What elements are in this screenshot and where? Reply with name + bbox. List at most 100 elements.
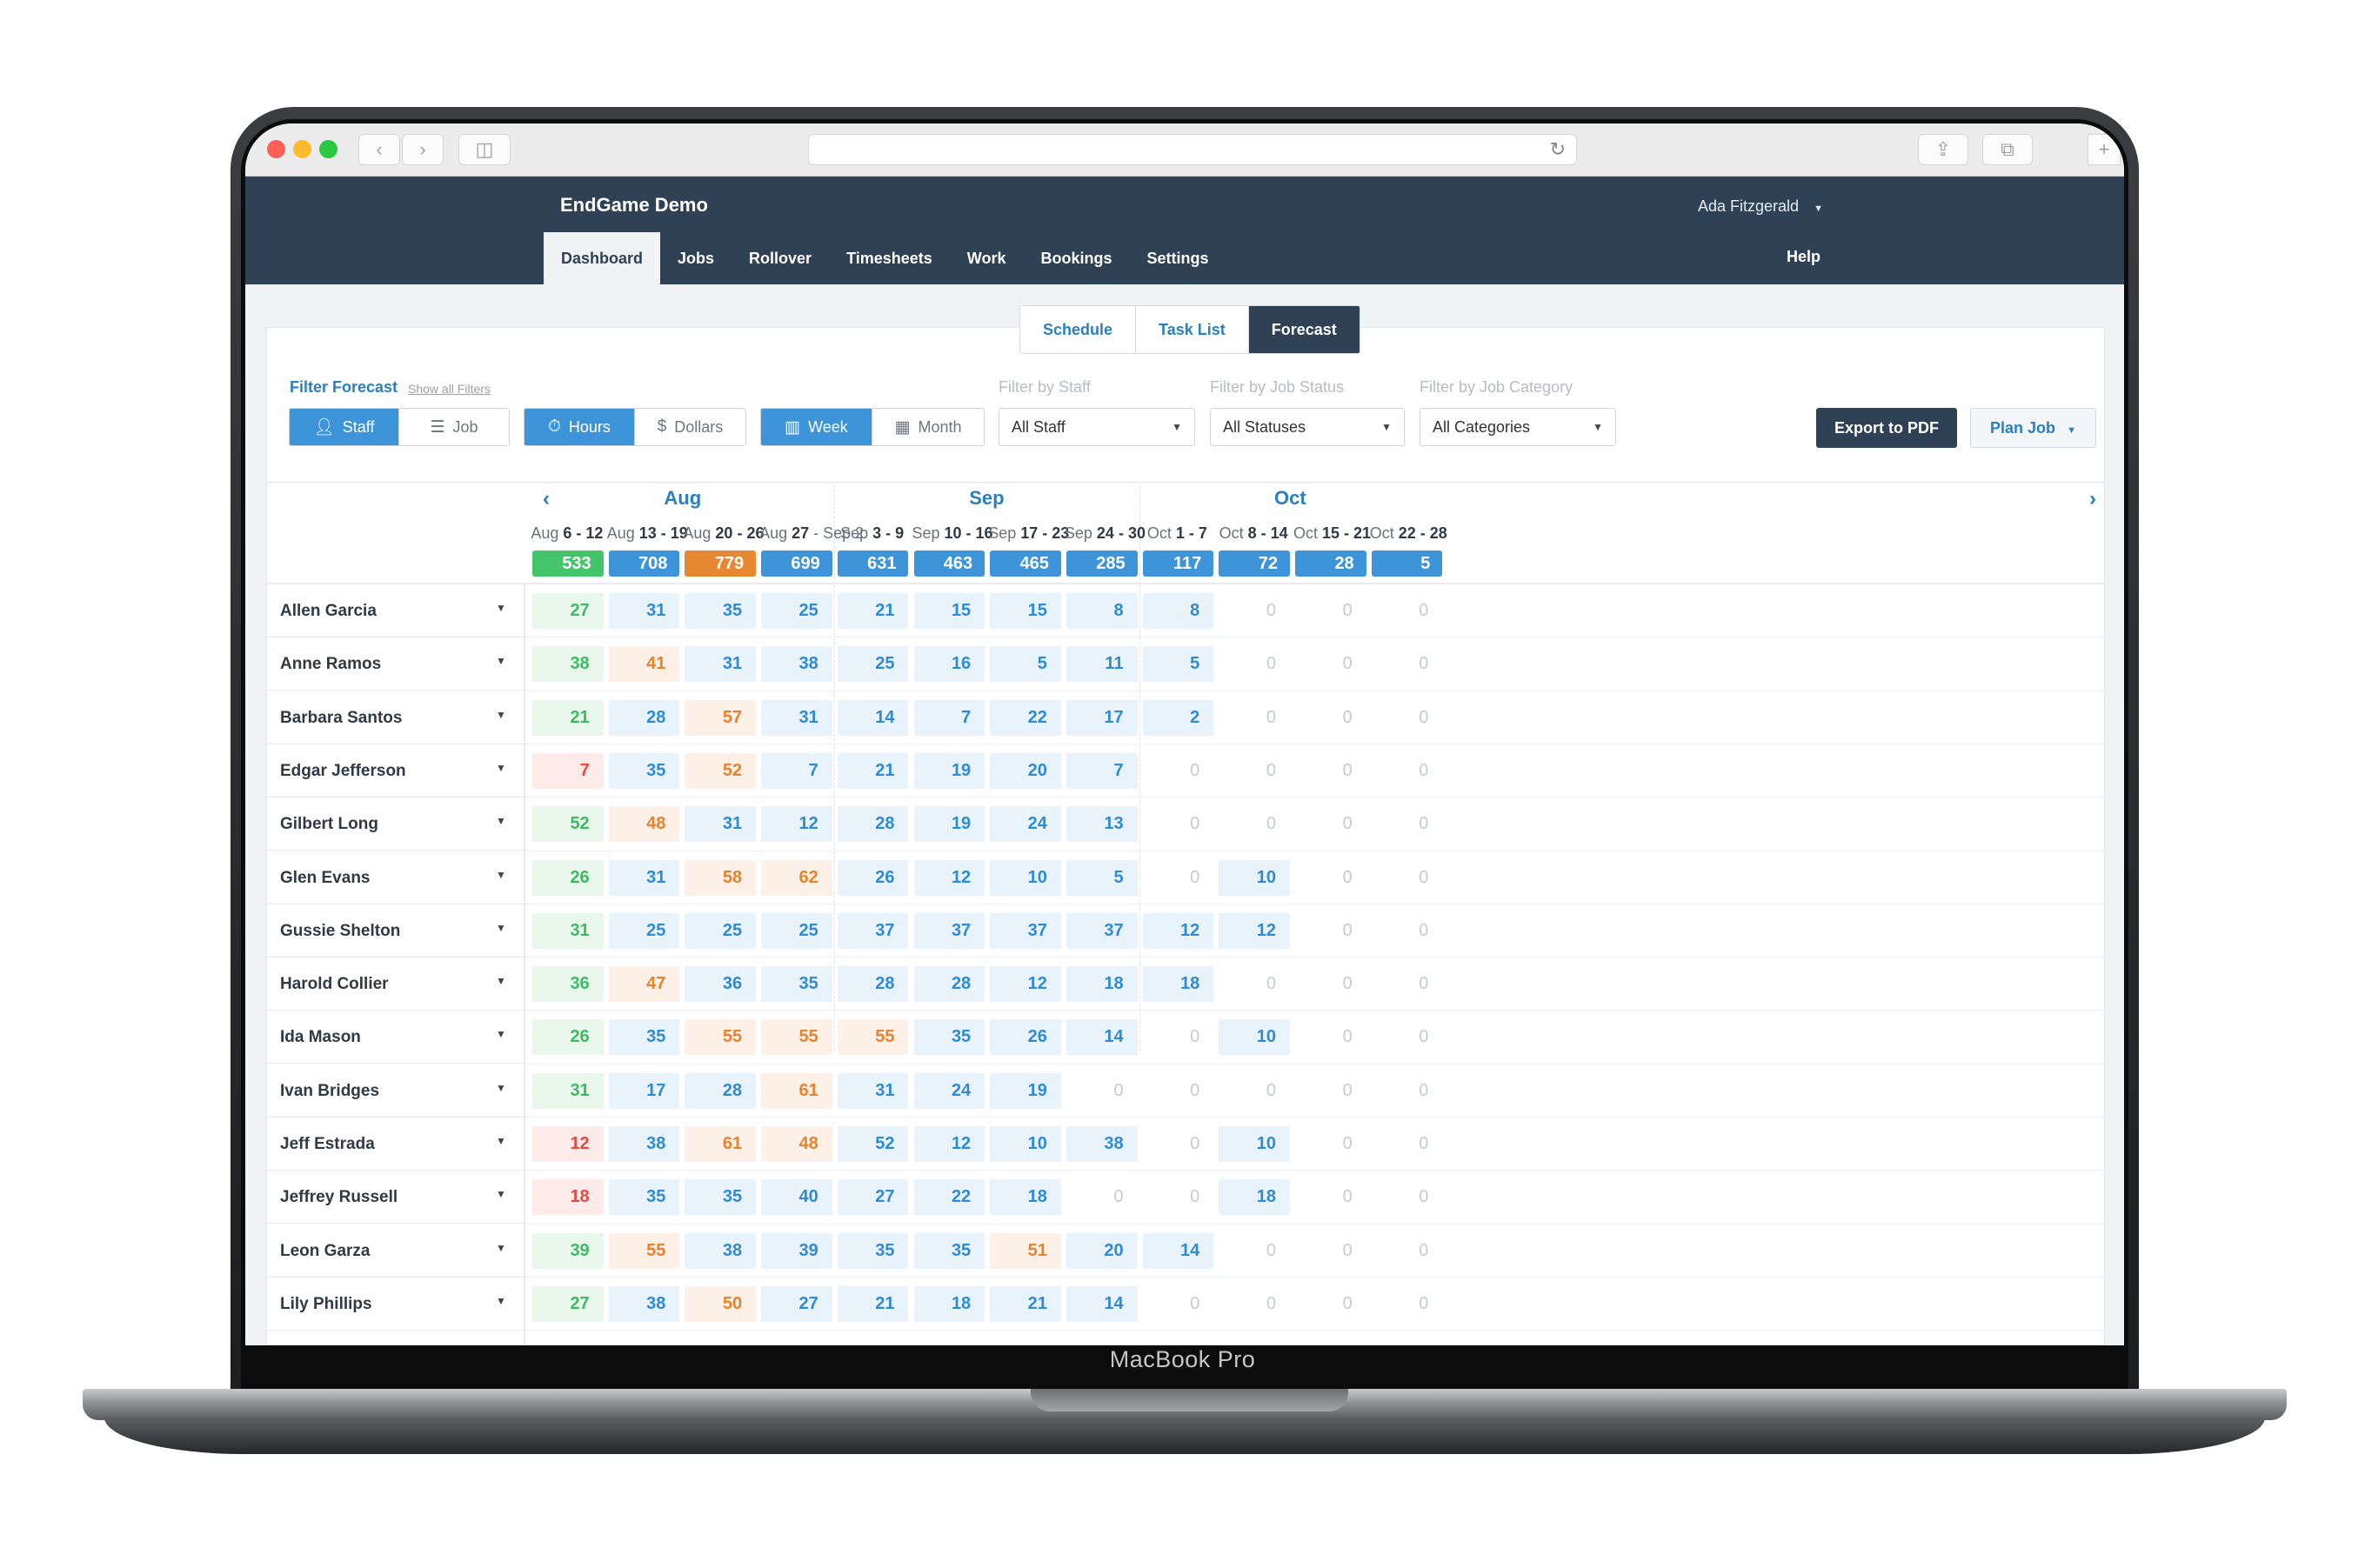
forecast-cell[interactable]: 2 (1142, 699, 1214, 736)
forecast-cell[interactable]: 38 (761, 646, 832, 683)
forecast-cell[interactable]: 31 (532, 1072, 604, 1109)
forecast-cell[interactable]: 0 (1419, 1187, 1429, 1207)
forecast-cell[interactable]: 0 (1342, 654, 1353, 674)
forecast-cell[interactable]: 25 (685, 912, 757, 949)
forecast-cell[interactable]: 36 (685, 966, 757, 1003)
forecast-cell[interactable]: 14 (1066, 1285, 1138, 1322)
user-menu[interactable]: Ada Fitzgerald ▼ (1698, 197, 1823, 216)
forecast-cell[interactable]: 52 (837, 1126, 909, 1162)
forecast-cell[interactable]: 16 (913, 646, 985, 683)
forecast-cell[interactable]: 12 (913, 859, 985, 896)
forecast-cell[interactable]: 35 (913, 1019, 985, 1056)
caret-down-icon[interactable]: ▼ (496, 868, 506, 881)
forecast-cell[interactable]: 24 (913, 1072, 985, 1109)
back-button[interactable]: ‹ (358, 134, 400, 165)
share-button[interactable]: ⇪ (1918, 134, 1968, 165)
forecast-cell[interactable]: 15 (913, 593, 985, 629)
forecast-cell[interactable]: 35 (685, 1179, 757, 1216)
forecast-cell[interactable]: 52 (685, 752, 757, 789)
forecast-cell[interactable]: 21 (837, 752, 909, 789)
forecast-cell[interactable]: 0 (1342, 974, 1353, 994)
caret-down-icon[interactable]: ▼ (496, 921, 506, 934)
forecast-cell[interactable]: 21 (837, 1285, 909, 1322)
forecast-cell[interactable]: 0 (1266, 601, 1276, 620)
forecast-cell[interactable]: 38 (532, 646, 604, 683)
caret-down-icon[interactable]: ▼ (496, 708, 506, 721)
forecast-cell[interactable]: 7 (1066, 752, 1138, 789)
forecast-cell[interactable]: 26 (837, 859, 909, 896)
forecast-cell[interactable]: 12 (1142, 912, 1214, 949)
forecast-cell[interactable]: 40 (761, 1179, 832, 1216)
forecast-cell[interactable]: 55 (608, 1232, 680, 1269)
forecast-cell[interactable]: 0 (1419, 814, 1429, 834)
forecast-cell[interactable]: 18 (990, 1179, 1061, 1216)
forecast-cell[interactable]: 5 (1142, 646, 1214, 683)
forecast-cell[interactable]: 0 (1342, 1027, 1353, 1047)
forecast-cell[interactable]: 17 (1066, 699, 1138, 736)
forecast-cell[interactable]: 50 (685, 1285, 757, 1322)
forecast-cell[interactable]: 28 (913, 966, 985, 1003)
forecast-cell[interactable]: 57 (685, 699, 757, 736)
week-toggle-button[interactable]: ▥ Week (761, 409, 872, 445)
forecast-cell[interactable]: 0 (1419, 1240, 1429, 1260)
forecast-cell[interactable]: 14 (1066, 1019, 1138, 1056)
zoom-window-button[interactable] (319, 140, 337, 158)
forecast-cell[interactable]: 7 (913, 699, 985, 736)
caret-down-icon[interactable]: ▼ (496, 761, 506, 774)
forecast-cell[interactable]: 19 (990, 1072, 1061, 1109)
forecast-cell[interactable]: 28 (837, 806, 909, 843)
forecast-cell[interactable]: 12 (1219, 912, 1290, 949)
forecast-cell[interactable]: 0 (1113, 1187, 1124, 1207)
forecast-cell[interactable]: 25 (608, 912, 680, 949)
forecast-cell[interactable]: 0 (1342, 814, 1353, 834)
forecast-cell[interactable]: 0 (1342, 1187, 1353, 1207)
forecast-cell[interactable]: 62 (761, 859, 832, 896)
forecast-cell[interactable]: 31 (608, 593, 680, 629)
plan-job-button[interactable]: Plan Job ▼ (1970, 408, 2096, 448)
close-window-button[interactable] (267, 140, 285, 158)
forecast-cell[interactable]: 31 (532, 912, 604, 949)
forecast-cell[interactable]: 0 (1419, 920, 1429, 940)
forecast-cell[interactable]: 31 (685, 646, 757, 683)
caret-down-icon[interactable]: ▼ (496, 655, 506, 668)
forecast-cell[interactable]: 7 (761, 752, 832, 789)
forecast-cell[interactable]: 37 (837, 912, 909, 949)
forecast-cell[interactable]: 0 (1419, 654, 1429, 674)
staff-filter-select[interactable]: All Staff ▼ (999, 408, 1195, 446)
sidebar-toggle-button[interactable]: ◫ (458, 134, 511, 165)
forecast-cell[interactable]: 38 (685, 1232, 757, 1269)
forecast-cell[interactable]: 0 (1342, 760, 1353, 780)
category-filter-select[interactable]: All Categories ▼ (1420, 408, 1616, 446)
nav-timesheets[interactable]: Timesheets (846, 250, 932, 267)
status-filter-select[interactable]: All Statuses ▼ (1210, 408, 1405, 446)
caret-down-icon[interactable]: ▼ (496, 1081, 506, 1094)
staff-row-header[interactable]: Gussie Shelton ▼ (266, 904, 524, 957)
forecast-cell[interactable]: 25 (761, 912, 832, 949)
forecast-cell[interactable]: 0 (1342, 1293, 1353, 1313)
forecast-cell[interactable]: 10 (1219, 1126, 1290, 1162)
staff-row-header[interactable]: Harold Collier ▼ (266, 957, 524, 1011)
staff-row-header[interactable]: Ida Mason ▼ (266, 1011, 524, 1064)
nav-jobs[interactable]: Jobs (678, 250, 715, 267)
forecast-cell[interactable]: 0 (1190, 1134, 1200, 1153)
forecast-cell[interactable]: 19 (913, 806, 985, 843)
forecast-cell[interactable]: 27 (532, 1285, 604, 1322)
staff-row-header[interactable]: Anne Ramos ▼ (266, 637, 524, 691)
staff-row-header[interactable]: Jeff Estrada ▼ (266, 1118, 524, 1171)
nav-dashboard[interactable]: Dashboard (544, 232, 661, 284)
forecast-cell[interactable]: 26 (532, 1019, 604, 1056)
forecast-cell[interactable]: 0 (1113, 1080, 1124, 1100)
forecast-cell[interactable]: 10 (1219, 1019, 1290, 1056)
forecast-cell[interactable]: 27 (837, 1179, 909, 1216)
forecast-cell[interactable]: 10 (1219, 859, 1290, 896)
forecast-cell[interactable]: 28 (608, 699, 680, 736)
forecast-cell[interactable]: 0 (1419, 707, 1429, 727)
forecast-cell[interactable]: 12 (761, 806, 832, 843)
forecast-cell[interactable]: 48 (608, 806, 680, 843)
forecast-cell[interactable]: 12 (913, 1126, 985, 1162)
forecast-cell[interactable]: 22 (990, 699, 1061, 736)
forecast-cell[interactable]: 35 (837, 1232, 909, 1269)
forecast-cell[interactable]: 39 (532, 1232, 604, 1269)
forecast-cell[interactable]: 0 (1419, 1080, 1429, 1100)
forecast-cell[interactable]: 0 (1266, 760, 1276, 780)
